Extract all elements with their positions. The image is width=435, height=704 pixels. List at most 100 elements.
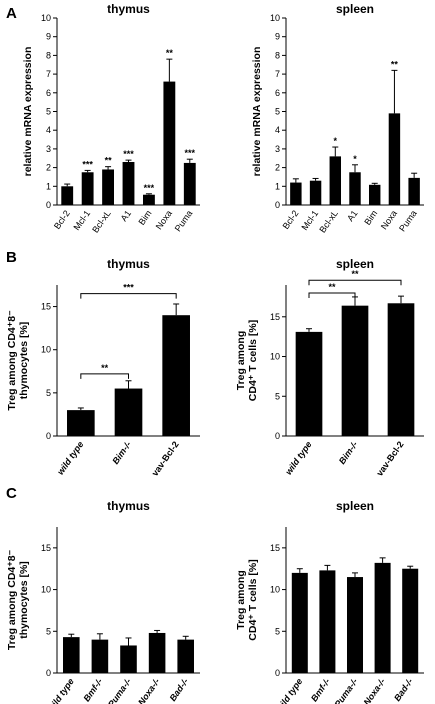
category-label: Bad-/- (392, 676, 415, 703)
category-label: Bcl-xL (317, 208, 340, 234)
significance-label: *** (82, 159, 93, 169)
y-tick-label: 8 (275, 50, 280, 60)
chart-1: spleen relative mRNA expression 0 1 2 3 4 5 6 7 8 9… (251, 2, 424, 235)
significance-label: *** (185, 148, 196, 158)
category-label: wild type (46, 676, 76, 704)
bracket-label: ** (351, 269, 359, 279)
significance-label: * (334, 136, 338, 146)
y-axis-label: Treg among CD4⁺8⁻ (6, 549, 18, 650)
y-axis-label: relative mRNA expression (251, 47, 263, 177)
y-tick-label: 0 (275, 668, 280, 678)
y-axis-label: thymocytes [%] (18, 322, 30, 400)
category-label: Puma (397, 208, 419, 233)
chart-0: thymus relative mRNA expression 0 1 2 3 4 5 6 7 8 9… (22, 2, 200, 235)
y-tick-label: 2 (275, 163, 280, 173)
y-tick-label: 5 (46, 107, 51, 117)
chart-title: spleen (336, 499, 374, 513)
category-label: vav-Bcl-2 (374, 439, 405, 478)
y-tick-label: 5 (46, 626, 51, 636)
category-label: Bcl-2 (281, 208, 301, 231)
chart-title: thymus (107, 257, 150, 271)
bar (346, 577, 364, 673)
y-tick-label: 5 (275, 626, 280, 636)
category-label: Bim (362, 208, 379, 226)
bar (120, 645, 137, 673)
y-tick-label: 1 (275, 181, 280, 191)
significance-bracket (80, 293, 177, 299)
bar (61, 186, 74, 205)
bar (67, 410, 95, 436)
bar (63, 637, 80, 673)
y-axis-label: Treg among CD4⁺8⁻ (6, 310, 18, 411)
y-tick-label: 8 (46, 50, 51, 60)
y-tick-label: 4 (46, 125, 51, 135)
y-tick-label: 7 (46, 69, 51, 79)
bar (102, 169, 114, 205)
y-tick-label: 15 (41, 543, 51, 553)
y-tick-label: 0 (46, 200, 51, 210)
bar (148, 632, 166, 673)
bar (143, 194, 155, 205)
bar (368, 184, 381, 205)
y-tick-label: 10 (41, 585, 51, 595)
y-tick-label: 10 (270, 13, 280, 23)
y-tick-label: 6 (275, 88, 280, 98)
bar (319, 570, 336, 673)
category-label: Puma-/- (333, 676, 360, 704)
bar (177, 639, 194, 673)
category-label: A1 (345, 208, 360, 223)
y-tick-label: 10 (270, 352, 280, 362)
y-tick-label: 5 (46, 388, 51, 398)
category-label: Bmf-/- (81, 676, 104, 703)
significance-label: ** (166, 48, 174, 58)
category-label: Bim-/- (110, 439, 133, 466)
y-axis-label: CD4⁺ T cells [%] (247, 559, 259, 640)
category-label: Noxa-/- (362, 676, 388, 704)
y-axis-label: Treg among (235, 331, 247, 391)
bar (163, 81, 176, 205)
bar (91, 639, 109, 673)
y-tick-label: 15 (270, 543, 280, 553)
chart-2: thymus Treg among CD4⁺8⁻ thymocytes [%] 0 5 1… (6, 257, 200, 478)
bar (374, 562, 391, 673)
bar (81, 172, 94, 205)
category-label: wild type (274, 676, 304, 704)
y-tick-label: 0 (275, 431, 280, 441)
category-label: Noxa-/- (136, 676, 162, 704)
y-tick-label: 9 (275, 32, 280, 42)
category-label: Bim (136, 208, 153, 226)
y-tick-label: 10 (41, 345, 51, 355)
bracket-label: *** (123, 283, 134, 293)
significance-bracket (308, 279, 402, 286)
category-label: Bad-/- (168, 676, 191, 703)
panel-letter-b: B (6, 249, 17, 266)
y-tick-label: 10 (41, 13, 51, 23)
y-tick-label: 4 (275, 125, 280, 135)
y-tick-label: 15 (41, 302, 51, 312)
category-label: vav-Bcl-2 (150, 439, 181, 478)
bar (402, 568, 419, 673)
bar (291, 572, 308, 673)
bracket-label: ** (328, 282, 336, 292)
bar (349, 172, 361, 205)
significance-label: ** (391, 59, 399, 69)
chart-4: thymus Treg among CD4⁺8⁻ thymocytes [%] 0 5 1… (6, 499, 200, 704)
y-tick-label: 0 (275, 200, 280, 210)
category-label: A1 (119, 208, 134, 223)
bar (290, 182, 302, 205)
bar (388, 113, 401, 205)
category-label: wild type (283, 439, 313, 476)
bar (309, 180, 322, 205)
category-label: Bcl-xL (90, 208, 113, 234)
y-axis-label: thymocytes [%] (18, 561, 30, 639)
category-label: Bim-/- (337, 439, 360, 466)
chart-title: spleen (336, 257, 374, 271)
y-tick-label: 0 (46, 668, 51, 678)
category-label: Puma-/- (106, 676, 133, 704)
category-label: Mcl-1 (71, 208, 92, 232)
y-tick-label: 3 (275, 144, 280, 154)
bar (183, 162, 196, 205)
bracket-label: ** (101, 363, 109, 373)
category-label: Bmf-/- (309, 676, 332, 703)
category-label: Puma (173, 208, 195, 233)
